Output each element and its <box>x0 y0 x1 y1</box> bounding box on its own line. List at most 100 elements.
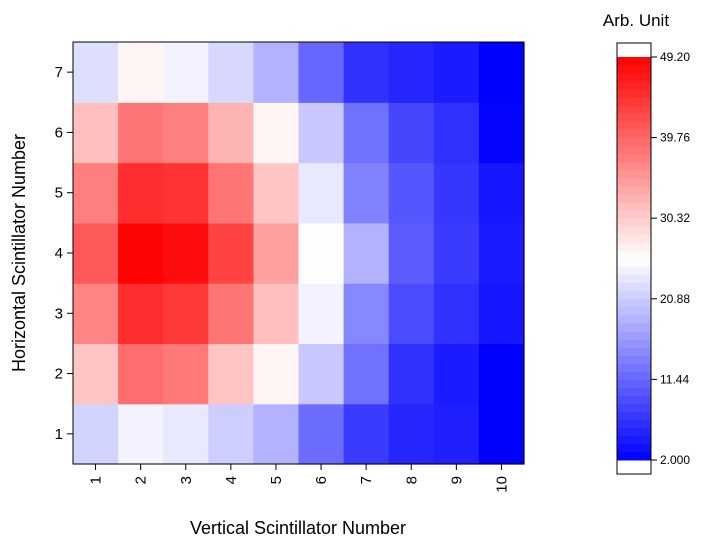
heatmap-cell <box>163 102 209 164</box>
heatmap-cell <box>253 162 300 224</box>
colorbar-band <box>617 443 651 453</box>
heatmap-cell <box>118 222 164 284</box>
y-tick-label: 4 <box>55 245 63 262</box>
heatmap-cell <box>343 343 390 405</box>
colorbar-band <box>617 419 651 429</box>
heatmap-cell <box>163 162 209 224</box>
colorbar-band <box>617 57 651 66</box>
colorbar-bands <box>617 43 651 474</box>
x-tick-label: 8 <box>403 476 420 484</box>
colorbar-band <box>617 403 651 413</box>
colorbar-band <box>617 266 651 276</box>
heatmap-cell <box>298 162 345 224</box>
colorbar-band <box>617 194 651 203</box>
heatmap-cell <box>343 222 390 284</box>
heatmap-cell <box>388 222 435 284</box>
colorbar-band <box>617 339 651 348</box>
colorbar-band <box>617 331 651 340</box>
colorbar-band <box>617 355 651 364</box>
colorbar-band <box>617 435 651 445</box>
colorbar-band <box>617 129 651 139</box>
heatmap-cell <box>433 42 480 103</box>
colorbar-band <box>617 242 651 251</box>
heatmap-cell <box>343 283 390 345</box>
colorbar-band <box>617 387 651 397</box>
heatmap-cell <box>208 42 254 103</box>
heatmap-cell <box>73 162 119 224</box>
heatmap-cell <box>253 403 300 465</box>
y-tick-label: 1 <box>55 426 63 443</box>
x-tick-label: 6 <box>313 476 330 484</box>
heatmap-cell <box>433 102 480 164</box>
colorbar-tick-label: 20.88 <box>660 292 690 306</box>
heatmap-cell <box>343 102 390 164</box>
y-axis: 1 2 3 4 5 6 7 <box>55 64 73 443</box>
colorbar-frame <box>616 42 652 475</box>
heatmap-cell <box>478 343 525 405</box>
colorbar-band <box>617 161 651 171</box>
heatmap-cell <box>253 42 300 103</box>
heatmap-cell <box>343 403 390 465</box>
heatmap-cell <box>343 162 390 224</box>
heatmap-cell <box>478 283 525 345</box>
heatmap-cell <box>388 162 435 224</box>
x-tick-label: 1 <box>88 476 105 484</box>
heatmap-cell <box>73 403 119 465</box>
heatmap-cell <box>118 403 164 465</box>
colorbar-band <box>617 282 651 292</box>
heatmap-cell <box>433 162 480 224</box>
heatmap-cell <box>118 42 164 103</box>
colorbar-band <box>617 153 651 163</box>
colorbar-band <box>617 322 651 332</box>
colorbar-band <box>617 258 651 268</box>
heatmap-cell <box>118 102 164 164</box>
heatmap-cell <box>208 222 254 284</box>
heatmap-cell <box>73 42 119 103</box>
heatmap-cell <box>388 343 435 405</box>
x-tick-label: 3 <box>178 476 195 484</box>
colorbar-band <box>617 234 651 243</box>
heatmap-cell <box>118 343 164 405</box>
heatmap-cell <box>118 283 164 345</box>
colorbar-band <box>617 395 651 405</box>
heatmap-cell <box>298 222 345 284</box>
colorbar-band <box>617 81 651 90</box>
heatmap-cell <box>478 162 525 224</box>
heatmap-cell <box>73 222 119 284</box>
colorbar-tick-label: 49.20 <box>660 50 690 64</box>
heatmap-cell <box>208 102 254 164</box>
colorbar-cap <box>617 460 651 474</box>
colorbar-band <box>617 137 651 147</box>
heatmap-cell <box>478 102 525 164</box>
heatmap-cell <box>163 222 209 284</box>
colorbar-tick-label: 11.44 <box>660 372 689 386</box>
y-axis-title: Horizontal Scintillator Number <box>9 134 29 372</box>
colorbar-band <box>617 411 651 421</box>
colorbar-band <box>617 145 651 155</box>
heatmap-cell <box>433 343 480 405</box>
heatmap-cell <box>208 403 254 465</box>
colorbar: Arb. Unit 2.000 11.44 20.88 30.32 39.76 49.20 <box>603 11 690 475</box>
heatmap-cell <box>478 222 525 284</box>
colorbar-band <box>617 73 651 82</box>
x-tick-label: 2 <box>133 476 150 484</box>
heatmap-cell <box>433 403 480 465</box>
heatmap-cell <box>208 162 254 224</box>
heatmap-cell <box>388 403 435 465</box>
colorbar-band <box>617 306 651 316</box>
x-axis: 1 2 3 4 5 6 7 8 9 10 <box>88 464 510 493</box>
y-tick-label: 2 <box>55 366 63 383</box>
heatmap-cell <box>253 102 300 164</box>
heatmap-cell <box>478 42 525 103</box>
colorbar-band <box>617 65 651 74</box>
colorbar-band <box>617 298 651 308</box>
y-tick-label: 6 <box>55 124 63 141</box>
heatmap-cell <box>388 42 435 103</box>
colorbar-tick-label: 30.32 <box>660 211 690 225</box>
colorbar-ticks: 2.000 11.44 20.88 30.32 39.76 49.20 <box>651 50 690 467</box>
heatmap-cell <box>118 162 164 224</box>
colorbar-band <box>617 105 651 114</box>
x-axis-title: Vertical Scintillator Number <box>190 518 406 538</box>
heatmap-cell <box>298 283 345 345</box>
x-tick-label: 4 <box>223 476 240 484</box>
